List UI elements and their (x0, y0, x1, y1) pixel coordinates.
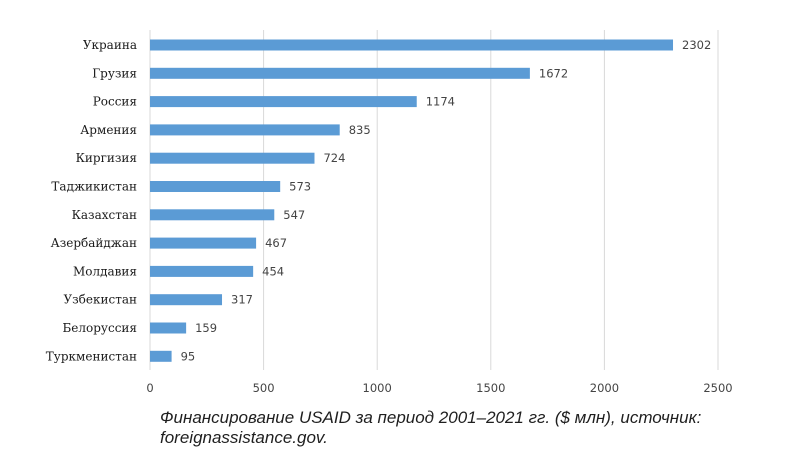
value-label: 317 (231, 293, 253, 307)
bar (150, 67, 530, 79)
bar (150, 152, 315, 164)
x-tick-label: 2500 (703, 381, 732, 395)
bar-chart: Украина Грузия Россия Армения Киргизия Таджик… (46, 30, 733, 395)
category-label: Армения (80, 123, 137, 137)
bar (150, 265, 254, 277)
gridlines (149, 30, 719, 370)
caption-line-2: foreignassistance.gov. (160, 428, 328, 447)
x-tick-label: 0 (146, 381, 153, 395)
category-label: Узбекистан (63, 293, 137, 307)
value-label: 1672 (539, 66, 568, 80)
category-label: Киргизия (76, 151, 137, 165)
value-label: 1174 (426, 95, 455, 109)
category-label: Белоруссия (62, 321, 137, 335)
category-label: Россия (93, 95, 137, 109)
bar (150, 124, 340, 136)
bar (150, 181, 281, 192)
value-label: 835 (349, 123, 371, 137)
bar (150, 237, 257, 249)
value-label: 95 (181, 349, 196, 363)
bars (150, 39, 674, 362)
category-label: Таджикистан (51, 180, 137, 194)
bar (150, 350, 172, 362)
category-label: Казахстан (72, 208, 137, 222)
category-label: Молдавия (73, 264, 137, 278)
figure-caption: Финансирование USAID за период 2001–2021… (160, 408, 780, 448)
category-label: Туркменистан (46, 349, 137, 363)
bar (150, 322, 187, 334)
value-label: 159 (195, 321, 217, 335)
value-label: 454 (262, 264, 284, 278)
x-tick-label: 1000 (363, 381, 392, 395)
x-tick-label: 1500 (476, 381, 505, 395)
category-labels: Украина Грузия Россия Армения Киргизия Таджик… (46, 38, 137, 363)
value-label: 724 (323, 151, 345, 165)
x-tick-label: 2000 (590, 381, 619, 395)
x-axis-ticks: 0 500 1000 1500 2000 2500 (146, 381, 732, 395)
value-label: 547 (283, 208, 305, 222)
value-label: 573 (289, 180, 311, 194)
bar (150, 96, 417, 108)
value-label: 467 (265, 236, 287, 250)
value-labels: 2302 1672 1174 835 724 573 547 467 454 317 159 95 (181, 38, 712, 363)
caption-line-1: Финансирование USAID за период 2001–2021… (160, 408, 702, 427)
category-label: Азербайджан (51, 236, 137, 250)
category-label: Украина (83, 38, 137, 52)
category-label: Грузия (92, 66, 137, 80)
bar (150, 209, 275, 221)
value-label: 2302 (682, 38, 711, 52)
bar (150, 294, 223, 306)
bar (150, 39, 674, 51)
x-tick-label: 500 (253, 381, 275, 395)
